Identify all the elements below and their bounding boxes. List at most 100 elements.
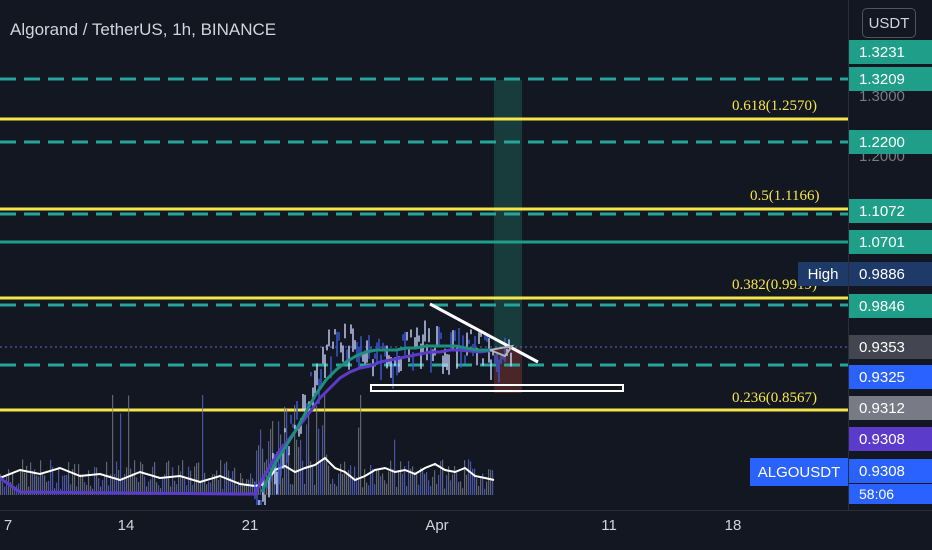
volume-bar bbox=[144, 476, 146, 495]
fib-label-05: 0.5(1.1166) bbox=[750, 188, 820, 204]
time-tick-14: 14 bbox=[117, 517, 135, 534]
volume-bar bbox=[338, 473, 340, 495]
volume-bar bbox=[174, 480, 176, 495]
volume-bar bbox=[342, 473, 344, 495]
volume-bar bbox=[148, 481, 150, 495]
volume-bar bbox=[140, 461, 142, 495]
volume-bar bbox=[288, 453, 290, 495]
volume-bar bbox=[118, 469, 120, 495]
volume-bar bbox=[434, 470, 436, 495]
volume-bar bbox=[260, 429, 262, 495]
volume-bar bbox=[160, 488, 162, 495]
volume-bar bbox=[408, 461, 410, 495]
volume-bar bbox=[66, 474, 68, 495]
volume-bar bbox=[42, 474, 44, 495]
long-position-loss-zone[interactable] bbox=[494, 348, 522, 393]
small-triangle-drawing[interactable] bbox=[489, 344, 515, 358]
volume-bar bbox=[334, 483, 336, 495]
volume-bar bbox=[416, 471, 418, 495]
price-label-11: 0.9308 bbox=[849, 459, 932, 483]
price-label-6: 0.9846 bbox=[849, 294, 932, 318]
volume-bar bbox=[34, 469, 36, 495]
volume-bar bbox=[454, 465, 456, 495]
volume-bar bbox=[244, 484, 246, 495]
currency-button[interactable]: USDT bbox=[862, 8, 916, 38]
volume-bar bbox=[256, 450, 258, 495]
volume-bar bbox=[150, 479, 152, 495]
symbol-tag[interactable]: ALGOUSDT bbox=[750, 458, 848, 486]
volume-bar bbox=[264, 462, 266, 495]
ema-teal-line bbox=[260, 344, 494, 493]
volume-bar bbox=[480, 478, 482, 495]
volume-bar bbox=[456, 472, 458, 495]
volume-bar bbox=[208, 481, 210, 495]
trendline-descending[interactable] bbox=[429, 302, 539, 364]
volume-bar bbox=[294, 405, 296, 495]
volume-bar bbox=[310, 461, 312, 495]
chart-area[interactable]: Algorand / TetherUS, 1h, BINANCE 0.618(1… bbox=[0, 0, 848, 510]
volume-bar bbox=[378, 470, 380, 495]
volume-bar bbox=[366, 482, 368, 495]
volume-bar bbox=[316, 406, 318, 495]
price-label-8: 0.9325 bbox=[849, 365, 932, 389]
volume-bar bbox=[196, 463, 198, 495]
volume-bar bbox=[78, 464, 80, 495]
volume-bar bbox=[350, 465, 352, 495]
volume-bar bbox=[242, 478, 244, 495]
fib-label-0382: 0.382(0.9919) bbox=[732, 277, 817, 293]
volume-bar bbox=[290, 483, 292, 495]
volume-bar bbox=[64, 475, 66, 495]
volume-bar bbox=[406, 486, 408, 495]
price-label-3: 1.2200 bbox=[849, 130, 932, 154]
volume-bar bbox=[452, 474, 454, 495]
volume-bar bbox=[126, 467, 128, 495]
volume-bar bbox=[328, 465, 330, 495]
volume-bar bbox=[232, 471, 234, 495]
volume-bar bbox=[172, 467, 174, 495]
volume-bar bbox=[24, 472, 26, 495]
volume-bar bbox=[224, 463, 226, 495]
volume-bar bbox=[70, 484, 72, 495]
volume-bar bbox=[214, 474, 216, 495]
volume-bar bbox=[26, 465, 28, 495]
volume-bar bbox=[114, 474, 116, 495]
volume-bar bbox=[388, 471, 390, 495]
price-chart[interactable] bbox=[0, 0, 848, 510]
volume-bar bbox=[396, 486, 398, 495]
volume-bar bbox=[426, 472, 428, 495]
support-rectangle[interactable] bbox=[370, 384, 624, 392]
volume-bar bbox=[192, 484, 194, 495]
volume-bar bbox=[152, 466, 154, 495]
volume-bar bbox=[222, 488, 224, 495]
volume-bar bbox=[236, 485, 238, 495]
volume-bar bbox=[420, 467, 422, 495]
volume-bar bbox=[306, 424, 308, 495]
time-tick-7: 7 bbox=[3, 517, 13, 534]
volume-bar bbox=[154, 461, 156, 495]
time-tick-18: 18 bbox=[724, 517, 742, 534]
volume-bar bbox=[382, 473, 384, 495]
volume-bar bbox=[346, 474, 348, 495]
volume-bar bbox=[326, 454, 328, 495]
volume-bar bbox=[292, 484, 294, 495]
time-tick-apr: Apr bbox=[425, 517, 449, 534]
volume-bar bbox=[402, 473, 404, 495]
volume-bar bbox=[170, 486, 172, 495]
time-scale[interactable] bbox=[0, 510, 932, 550]
volume-average-line bbox=[0, 456, 495, 488]
volume-bar bbox=[72, 469, 74, 495]
volume-bar bbox=[470, 461, 472, 495]
volume-bar bbox=[180, 471, 182, 495]
volume-bar bbox=[228, 470, 230, 495]
volume-bar bbox=[8, 469, 10, 495]
volume-bar bbox=[304, 483, 306, 495]
volume-bar bbox=[204, 472, 206, 495]
volume-bar bbox=[400, 461, 402, 495]
volume-bar bbox=[488, 469, 490, 495]
volume-bar bbox=[176, 484, 178, 495]
volume-bar bbox=[296, 439, 298, 495]
volume-bar bbox=[390, 460, 392, 495]
volume-bar bbox=[130, 468, 132, 495]
volume-bar bbox=[166, 462, 168, 495]
volume-bar bbox=[98, 478, 100, 495]
